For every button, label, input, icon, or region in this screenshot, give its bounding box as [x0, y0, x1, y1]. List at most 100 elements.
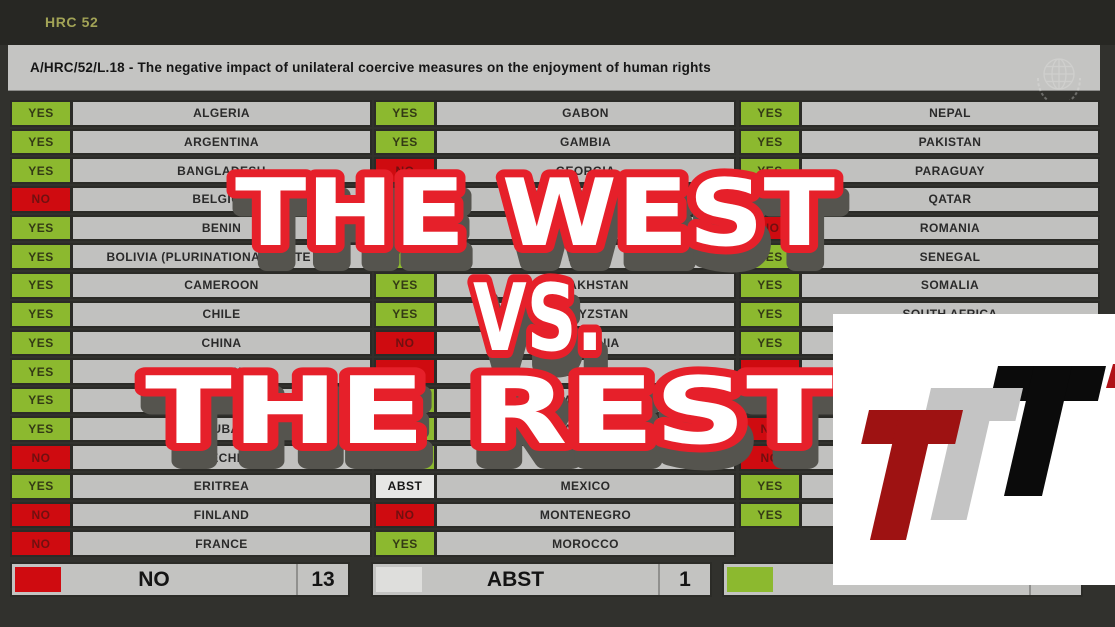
vote-row: NO LITHUANIA	[374, 329, 736, 357]
vote-badge: YES	[741, 274, 799, 297]
vote-row: YES CHILE	[10, 300, 372, 328]
country-name: COTE d'IVOIRE	[73, 388, 370, 412]
vote-row: YES MOROCCO	[374, 530, 736, 557]
vote-badge: NO	[741, 446, 799, 469]
summary-abst-label: ABST	[486, 567, 545, 591]
vote-row: YES BOLIVIA (PLURINATIONAL STATE OF)	[10, 243, 372, 271]
vote-row: YES PARAGUAY	[739, 157, 1100, 185]
vote-badge: NO	[741, 417, 799, 441]
country-name: ARGENTINA	[73, 130, 370, 154]
vote-badge: YES	[741, 102, 799, 125]
vote-badge: YES	[376, 302, 434, 326]
country-name: GEORGIA	[437, 159, 734, 183]
vote-row: NO GEORGIA	[374, 157, 736, 185]
vote-badge: YES	[12, 331, 70, 355]
vote-row: NO BELGIUM	[10, 186, 372, 213]
vote-badge: YES	[741, 474, 799, 498]
vote-row: YES BANGLADESH	[10, 157, 372, 185]
vote-row: YES NEPAL	[739, 100, 1100, 127]
country-name: FINLAND	[73, 503, 370, 527]
country-name: MEXICO	[437, 474, 734, 498]
country-name: GERMANY	[437, 188, 734, 211]
vote-row: NO LUXEMBOURG	[374, 358, 736, 385]
vote-badge: YES	[741, 130, 799, 154]
country-name: CHINA	[73, 331, 370, 355]
country-name: KAZAKHSTAN	[437, 274, 734, 297]
no-color-swatch	[15, 567, 61, 592]
vote-badge: YES	[741, 159, 799, 183]
country-name: KYRGYZSTAN	[437, 302, 734, 326]
vote-row: NO MONTENEGRO	[374, 501, 736, 529]
vote-badge: NO	[376, 503, 434, 527]
vote-badge: YES	[12, 245, 70, 269]
vote-badge: YES	[12, 159, 70, 183]
vote-badge: NO	[741, 360, 799, 383]
vote-badge: NO	[376, 331, 434, 355]
vote-row: YES GAMBIA	[374, 128, 736, 156]
vote-badge: YES	[12, 130, 70, 154]
vote-row: YES COSTA RICA	[10, 358, 372, 385]
summary-no-count: 13	[296, 564, 348, 595]
top-bar: HRC 52	[0, 0, 1115, 45]
vote-badge: NO	[741, 216, 799, 240]
country-name: LUXEMBOURG	[437, 360, 734, 383]
vote-badge: YES	[376, 130, 434, 154]
country-name: ALGERIA	[73, 102, 370, 125]
vote-column-left: YES ALGERIA YES ARGENTINA YES BANGLADESH…	[10, 100, 372, 559]
vote-badge: YES	[12, 417, 70, 441]
country-name: BOLIVIA (PLURINATIONAL STATE OF)	[73, 245, 370, 269]
vote-badge: YES	[376, 274, 434, 297]
country-name: ROMANIA	[802, 216, 1098, 240]
vote-row: YES QATAR	[739, 186, 1100, 213]
vote-row: NO ROMANIA	[739, 214, 1100, 242]
country-name: CHILE	[73, 302, 370, 326]
vote-row: YES KYRGYZSTAN	[374, 300, 736, 328]
vote-row: YES MALDIVES	[374, 444, 736, 471]
vote-badge: NO	[12, 446, 70, 469]
country-name: MOROCCO	[437, 532, 734, 555]
vote-row: YES HONDURAS	[374, 214, 736, 242]
country-name: QATAR	[802, 188, 1098, 211]
vote-badge: YES	[376, 446, 434, 469]
vote-badge: ABST	[376, 474, 434, 498]
country-name: GAMBIA	[437, 130, 734, 154]
vote-row: YES COTE d'IVOIRE	[10, 386, 372, 414]
vote-row: YES SOMALIA	[739, 272, 1100, 299]
country-name: SOMALIA	[802, 274, 1098, 297]
country-name: BELGIUM	[73, 188, 370, 211]
country-name: PARAGUAY	[802, 159, 1098, 183]
country-name: NEPAL	[802, 102, 1098, 125]
vote-row: NO FRANCE	[10, 530, 372, 557]
country-name: CUBA	[73, 417, 370, 441]
vote-badge: NO	[376, 188, 434, 211]
yes-color-swatch	[727, 567, 773, 592]
vote-row: YES INDIA	[374, 243, 736, 271]
vote-badge: YES	[12, 474, 70, 498]
vote-badge: YES	[741, 302, 799, 326]
channel-logo-box	[833, 314, 1115, 585]
vote-badge: YES	[741, 388, 799, 412]
ttt-logo-icon	[861, 364, 1115, 540]
country-name: FRANCE	[73, 532, 370, 555]
vote-badge: NO	[12, 532, 70, 555]
vote-row: YES ERITREA	[10, 472, 372, 500]
country-name: CZECHIA	[73, 446, 370, 469]
vote-badge: YES	[12, 360, 70, 383]
vote-badge: YES	[12, 274, 70, 297]
session-label: HRC 52	[45, 14, 99, 30]
vote-row: YES BENIN	[10, 214, 372, 242]
country-name: INDIA	[437, 245, 734, 269]
vote-row: YES ARGENTINA	[10, 128, 372, 156]
vote-badge: YES	[12, 302, 70, 326]
country-name: CAMEROON	[73, 274, 370, 297]
country-name: LITHUANIA	[437, 331, 734, 355]
country-name: GABON	[437, 102, 734, 125]
vote-row: YES SENEGAL	[739, 243, 1100, 271]
vote-badge: YES	[376, 417, 434, 441]
country-name: MONTENEGRO	[437, 503, 734, 527]
vote-row: YES MALAYSIA	[374, 415, 736, 443]
vote-row: YES KAZAKHSTAN	[374, 272, 736, 299]
summary-abst-count: 1	[658, 564, 710, 595]
vote-badge: YES	[741, 503, 799, 527]
